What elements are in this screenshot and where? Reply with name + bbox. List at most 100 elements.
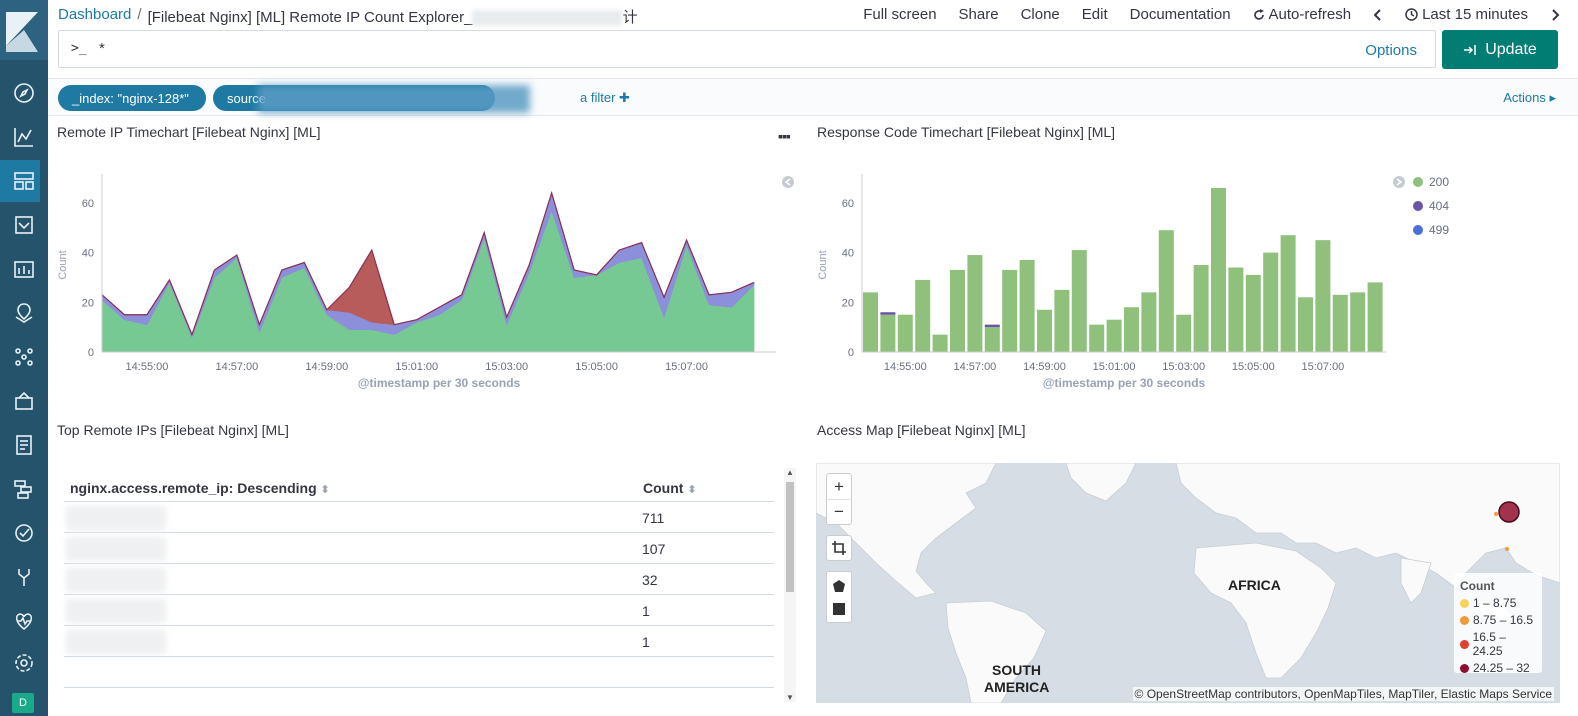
legend-collapse-icon[interactable] xyxy=(782,176,794,188)
reporting-icon[interactable] xyxy=(9,254,39,284)
map-point-small[interactable] xyxy=(1505,547,1509,551)
bar-x-tick: 14:59:00 xyxy=(1023,361,1066,373)
bar-200 xyxy=(1298,297,1313,352)
map-legend-row: 24.25 – 32 xyxy=(1460,661,1536,675)
access-map[interactable]: AFRICA SOUTH AMERICA + − Count 1 – 8.75 … xyxy=(816,463,1560,703)
bar-y-tick: 40 xyxy=(842,248,854,260)
scroll-up-icon[interactable]: ▲ xyxy=(786,468,794,477)
infrastructure-icon[interactable] xyxy=(9,386,39,416)
filter-pill-index-label: _index: "nginx-128*" xyxy=(72,90,189,106)
bar-200 xyxy=(1054,289,1070,352)
bar-x-tick: 15:01:00 xyxy=(1093,361,1136,373)
bar-y-tick: 60 xyxy=(842,198,854,210)
maps-icon[interactable] xyxy=(9,298,39,328)
kibana-logo[interactable] xyxy=(0,0,48,60)
filter-pill-index[interactable]: _index: "nginx-128*" xyxy=(58,85,206,111)
row-count: 1 xyxy=(642,634,650,650)
bar-200 xyxy=(1176,314,1192,352)
chevron-left-icon xyxy=(1373,8,1381,21)
visualize-icon[interactable] xyxy=(9,122,39,152)
actions-link[interactable]: Actions ▸ xyxy=(1503,90,1556,105)
map-legend-row: 8.75 – 16.5 xyxy=(1460,613,1536,627)
edit-link[interactable]: Edit xyxy=(1081,6,1108,23)
redacted-ip xyxy=(66,568,166,592)
area-x-tick: 15:01:00 xyxy=(395,361,438,373)
query-input[interactable]: * xyxy=(99,40,105,57)
add-filter-link[interactable]: a filter ✚ xyxy=(580,90,630,106)
time-next-button[interactable] xyxy=(1550,6,1560,23)
bar-y-tick: 0 xyxy=(848,347,854,359)
full-screen-link[interactable]: Full screen xyxy=(863,6,937,23)
panel-options-icon[interactable]: ▪▪▪ xyxy=(778,128,791,144)
scroll-down-icon[interactable]: ▼ xyxy=(786,693,794,702)
row-count: 711 xyxy=(642,510,665,526)
map-point-small[interactable] xyxy=(1494,512,1498,516)
map-point-large[interactable] xyxy=(1498,501,1520,523)
draw-rectangle-icon[interactable] xyxy=(833,603,845,615)
map-legend-label: 24.25 – 32 xyxy=(1473,661,1530,675)
ip-column-header[interactable]: nginx.access.remote_ip: Descending ⬍ xyxy=(70,480,330,496)
settings-gear-icon[interactable] xyxy=(9,648,39,678)
query-options-link[interactable]: Options xyxy=(1365,42,1417,59)
dashboard-icon[interactable] xyxy=(9,166,39,196)
discover-icon[interactable] xyxy=(9,78,39,108)
scroll-thumb[interactable] xyxy=(786,482,794,592)
refresh-icon xyxy=(1253,8,1264,20)
bar-x-tick: 14:57:00 xyxy=(953,361,996,373)
response-code-panel-title: Response Code Timechart [Filebeat Nginx]… xyxy=(817,124,1116,140)
zoom-out-button[interactable]: − xyxy=(834,501,844,521)
share-link[interactable]: Share xyxy=(958,6,999,23)
bar-axes: 0 20 40 60 14:55:00 14:57:00 14:59:00 15:01:00 1… xyxy=(842,174,1386,373)
plus-icon: ✚ xyxy=(619,90,630,105)
bar-200 xyxy=(1037,309,1052,352)
area-series-group xyxy=(101,190,755,353)
map-legend-row: 1 – 8.75 xyxy=(1460,596,1536,610)
documentation-link[interactable]: Documentation xyxy=(1129,6,1231,23)
bar-200 xyxy=(932,334,948,352)
sort-icon: ⬍ xyxy=(320,484,330,496)
ml-icon[interactable] xyxy=(9,342,39,372)
bar-legend: 200 404 499 xyxy=(1413,175,1449,237)
fit-bounds-button[interactable] xyxy=(826,535,852,561)
bar-200 xyxy=(1141,292,1157,352)
area-x-axis-label: @timestamp per 30 seconds xyxy=(358,376,521,390)
query-bar[interactable]: >_ * Options xyxy=(58,30,1436,68)
logs-icon[interactable] xyxy=(9,430,39,460)
table-row: 32 xyxy=(64,564,774,595)
land-north-america xyxy=(816,463,997,599)
count-column-header[interactable]: Count ⬍ xyxy=(643,480,697,496)
area-x-tick: 14:57:00 xyxy=(215,361,258,373)
map-legend-label: 8.75 – 16.5 xyxy=(1473,613,1534,627)
draw-polygon-icon[interactable] xyxy=(832,579,846,593)
ip-column-header-label: nginx.access.remote_ip: Descending xyxy=(70,480,317,496)
bar-x-tick: 15:05:00 xyxy=(1232,361,1275,373)
canvas-icon[interactable] xyxy=(9,210,39,240)
clone-link[interactable]: Clone xyxy=(1020,6,1060,23)
time-prev-button[interactable] xyxy=(1373,6,1383,23)
land-africa xyxy=(1193,542,1337,679)
user-avatar[interactable]: D xyxy=(12,693,34,713)
map-attribution[interactable]: © OpenStreetMap contributors, OpenMapTil… xyxy=(1132,687,1554,701)
apm-icon[interactable] xyxy=(9,474,39,504)
update-button[interactable]: Update xyxy=(1442,30,1558,69)
auto-refresh-button[interactable]: Auto-refresh xyxy=(1253,6,1351,23)
bar-200 xyxy=(863,292,878,352)
bar-200 xyxy=(984,327,1000,352)
query-prompt-icon: >_ xyxy=(71,41,87,56)
draw-controls xyxy=(826,571,852,623)
breadcrumb-dashboard-link[interactable]: Dashboard xyxy=(58,6,132,23)
legend-dot xyxy=(1460,663,1469,673)
zoom-in-button[interactable]: + xyxy=(834,476,844,496)
bar-200 xyxy=(1193,265,1209,352)
crop-icon xyxy=(832,541,846,555)
uptime-icon[interactable] xyxy=(9,518,39,548)
dev-tools-icon[interactable] xyxy=(9,562,39,592)
area-x-tick: 15:07:00 xyxy=(665,361,708,373)
area-y-tick: 0 xyxy=(88,347,94,359)
row-count: 1 xyxy=(642,603,650,619)
monitoring-icon[interactable] xyxy=(9,606,39,636)
legend-collapse-icon[interactable] xyxy=(1393,176,1405,188)
time-picker[interactable]: Last 15 minutes xyxy=(1405,6,1528,23)
table-scrollbar[interactable]: ▲ ▼ xyxy=(784,468,796,702)
bar-200 xyxy=(1228,267,1244,352)
